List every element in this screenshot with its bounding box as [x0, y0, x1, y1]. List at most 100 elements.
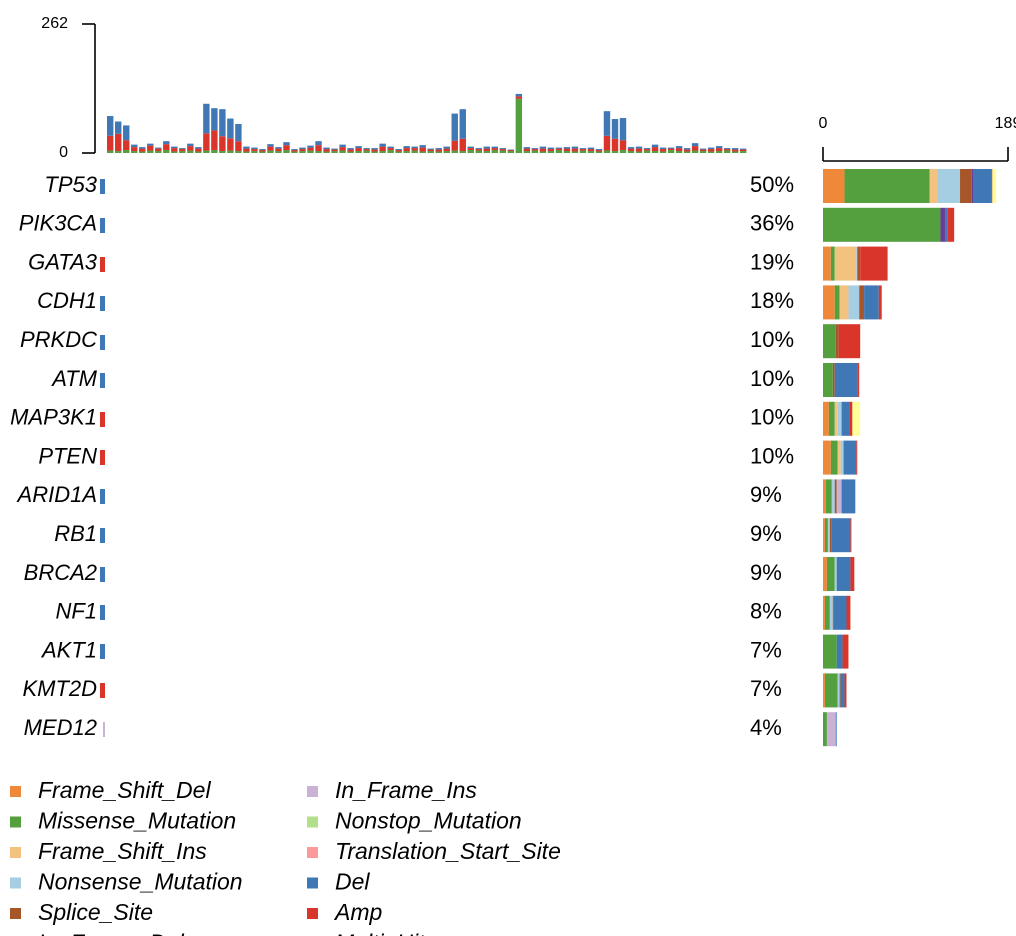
bar-segment [659, 149, 667, 152]
bar-segment [547, 149, 555, 152]
frequency-label: 18% [750, 288, 794, 313]
bar-segment [387, 148, 394, 151]
bar-segment [195, 148, 202, 152]
bar-segment [347, 148, 354, 150]
cell [100, 567, 105, 582]
bar-segment [563, 148, 571, 152]
bar-segment [823, 440, 831, 475]
bar-segment [739, 151, 747, 153]
bar-segment [860, 246, 888, 281]
bar-segment [155, 147, 162, 149]
legend-label: Nonsense_Mutation [38, 869, 243, 895]
bar-segment [203, 150, 210, 153]
bar-segment [837, 401, 842, 436]
bar-segment [691, 146, 699, 151]
bar-segment [555, 148, 563, 151]
bar-segment [627, 151, 635, 153]
bar-segment [395, 150, 402, 152]
bar-segment [235, 141, 242, 152]
bar-segment [651, 151, 659, 153]
bar-segment [171, 151, 178, 153]
bar-segment [823, 169, 845, 203]
bar-segment [723, 148, 731, 150]
bar-segment [355, 148, 362, 152]
legend-label: Frame_Shift_Ins [38, 838, 207, 864]
bar-segment [739, 149, 747, 152]
bar-segment [715, 151, 723, 153]
cell [100, 528, 105, 543]
gene-label: KMT2D [22, 676, 97, 701]
x-tick-label: 0 [819, 115, 828, 132]
bar-segment [347, 149, 354, 152]
gene-label: BRCA2 [24, 560, 97, 585]
bar-segment [291, 149, 298, 151]
bar-segment [857, 363, 860, 397]
bar-segment [531, 149, 539, 151]
cell [100, 683, 105, 698]
bar-segment [299, 149, 306, 152]
bar-segment [555, 147, 563, 149]
bar-segment [507, 150, 515, 152]
bar-segment [275, 148, 282, 152]
bar-segment [211, 150, 218, 153]
bar-segment [139, 147, 146, 149]
bar-segment [299, 151, 306, 153]
frequency-label: 10% [750, 366, 794, 391]
bar-segment [595, 150, 603, 152]
bar-segment [323, 147, 330, 150]
bar-segment [339, 144, 346, 148]
bar-segment [499, 150, 507, 153]
bar-segment [579, 148, 587, 150]
bar-segment [643, 149, 651, 151]
bar-segment [387, 146, 394, 149]
bar-segment [299, 147, 306, 150]
bar-segment [824, 595, 830, 630]
bar-segment [131, 144, 138, 148]
frequency-label: 9% [750, 521, 782, 546]
bar-segment [857, 246, 861, 281]
bar-segment [363, 149, 370, 151]
bar-segment [723, 150, 731, 153]
bar-segment [831, 479, 835, 514]
bar-segment [827, 518, 830, 553]
bar-segment [131, 151, 138, 153]
bar-segment [267, 150, 274, 153]
legend-swatch [307, 877, 318, 889]
bar-segment [667, 150, 675, 153]
bar-segment [831, 518, 851, 553]
bar-segment [667, 147, 675, 149]
gene-label: NF1 [55, 599, 97, 624]
bar-segment [243, 151, 250, 153]
bar-segment [859, 285, 865, 320]
bar-segment [539, 146, 547, 149]
bar-segment [187, 146, 194, 151]
bar-segment [523, 148, 531, 152]
bar-segment [355, 151, 362, 153]
bar-segment [992, 169, 997, 203]
bar-segment [211, 108, 218, 131]
bar-segment [826, 712, 836, 747]
bar-segment [187, 143, 194, 147]
bar-segment [515, 93, 523, 97]
bar-segment [451, 140, 458, 151]
bar-segment [834, 363, 858, 397]
bar-segment [667, 148, 675, 151]
bar-segment [547, 147, 555, 150]
bar-segment [403, 148, 410, 152]
bar-segment [929, 169, 938, 203]
bar-segment [823, 207, 941, 242]
bar-segment [347, 151, 354, 153]
bar-segment [411, 146, 418, 149]
bar-segment [243, 146, 250, 149]
bar-segment [619, 150, 627, 153]
legend-label: Translation_Start_Site [335, 838, 561, 864]
bar-segment [830, 440, 838, 475]
bar-segment [835, 324, 839, 359]
frequency-label: 4% [750, 715, 782, 740]
cell [100, 218, 105, 233]
bar-segment [499, 148, 507, 150]
frequency-label: 10% [750, 443, 794, 468]
bar-segment [507, 151, 515, 153]
bar-segment [699, 149, 707, 152]
bar-segment [219, 151, 226, 153]
